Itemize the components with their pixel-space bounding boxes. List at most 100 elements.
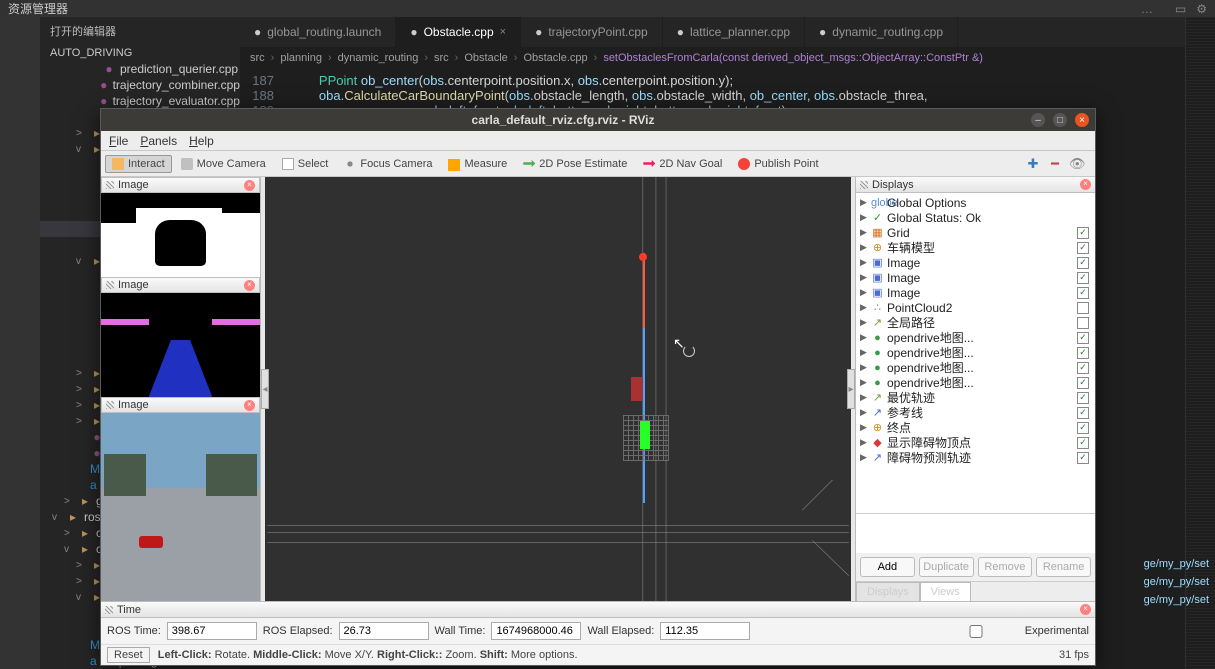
editor-tab[interactable]: ●lattice_planner.cpp [663,17,805,47]
breadcrumb-segment[interactable]: planning [280,52,322,64]
display-visibility-checkbox[interactable]: ✓ [1077,227,1089,239]
tool-add-icon[interactable]: ✚ [1025,156,1041,172]
display-item[interactable]: ▶▣Image✓ [856,270,1095,285]
editor-tab[interactable]: ●Obstacle.cpp× [396,17,521,47]
display-visibility-checkbox[interactable]: ✓ [1077,362,1089,374]
display-visibility-checkbox[interactable]: ✓ [1077,257,1089,269]
display-visibility-checkbox[interactable]: ✓ [1077,287,1089,299]
rviz-titlebar[interactable]: carla_default_rviz.cfg.rviz - RViz – □ × [101,109,1095,131]
rviz-viewport[interactable]: ↖ ◂ ▸ [261,177,855,601]
breadcrumb-segment[interactable]: src [250,52,265,64]
tool-focus-camera[interactable]: Focus Camera [337,155,439,173]
tool-move-camera[interactable]: Move Camera [174,155,273,173]
project-label[interactable]: AUTO_DRIVING [40,45,240,61]
tab-close-icon[interactable]: × [500,26,506,38]
display-type-icon: ▦ [871,226,884,239]
add-button[interactable]: Add [860,557,915,577]
breadcrumb-segment[interactable]: setObstaclesFromCarla(const derived_obje… [603,52,983,64]
display-visibility-checkbox[interactable]: ✓ [1077,347,1089,359]
display-visibility-checkbox[interactable]: ✓ [1077,242,1089,254]
editor-tab[interactable]: ●dynamic_routing.cpp [805,17,958,47]
display-item[interactable]: ▶✓Global Status: Ok [856,210,1095,225]
display-item[interactable]: ▶▣Image✓ [856,285,1095,300]
display-item[interactable]: ▶↗全局路径 [856,315,1095,330]
display-visibility-checkbox[interactable]: ✓ [1077,437,1089,449]
ros-time-input[interactable] [167,622,257,640]
displays-tree[interactable]: ▶globeGlobal Options▶✓Global Status: Ok▶… [856,193,1095,513]
duplicate-button[interactable]: Duplicate [919,557,974,577]
minimize-button[interactable]: – [1031,113,1045,127]
display-visibility-checkbox[interactable]: ✓ [1077,422,1089,434]
editor-tabs[interactable]: ●global_routing.launch●Obstacle.cpp×●tra… [240,17,1185,47]
display-item[interactable]: ▶⊕终点✓ [856,420,1095,435]
editor-tab[interactable]: ●trajectoryPoint.cpp [521,17,663,47]
more-icon[interactable]: … [1141,2,1153,16]
image-view-2[interactable] [101,293,260,397]
display-item[interactable]: ▶●opendrive地图...✓ [856,345,1095,360]
maximize-button[interactable]: □ [1053,113,1067,127]
reset-button[interactable]: Reset [107,647,150,663]
menu-panels[interactable]: Panels [140,134,177,148]
experimental-checkbox[interactable] [931,625,1021,638]
display-item[interactable]: ▶◆显示障碍物顶点✓ [856,435,1095,450]
breadcrumb[interactable]: src›planning›dynamic_routing›src›Obstacl… [240,47,1185,69]
image-panel-2-close[interactable]: × [244,280,255,291]
display-item[interactable]: ▶globeGlobal Options [856,195,1095,210]
image-panel-3-close[interactable]: × [244,400,255,411]
display-item[interactable]: ▶↗最优轨迹✓ [856,390,1095,405]
display-visibility-checkbox[interactable] [1077,317,1089,329]
display-item[interactable]: ▶↗障碍物预测轨迹✓ [856,450,1095,465]
open-editors-label[interactable]: 打开的编辑器 [40,17,240,45]
left-splitter[interactable]: ◂ [261,369,269,409]
tree-item[interactable]: ●trajectory_combiner.cpp [40,77,240,93]
display-item[interactable]: ▶▦Grid✓ [856,225,1095,240]
rename-button[interactable]: Rename [1036,557,1091,577]
remove-button[interactable]: Remove [978,557,1033,577]
breadcrumb-segment[interactable]: Obstacle.cpp [523,52,587,64]
display-visibility-checkbox[interactable]: ✓ [1077,272,1089,284]
display-item[interactable]: ▶●opendrive地图...✓ [856,375,1095,390]
tool-select[interactable]: Select [275,155,336,173]
ros-elapsed-input[interactable] [339,622,429,640]
gear-icon[interactable]: ⚙ [1196,2,1207,16]
tab-displays[interactable]: Displays [856,582,920,601]
breadcrumb-segment[interactable]: src [434,52,449,64]
display-visibility-checkbox[interactable]: ✓ [1077,377,1089,389]
tool-2d-nav[interactable]: 2D Nav Goal [636,155,729,173]
display-item[interactable]: ▶▣Image✓ [856,255,1095,270]
close-button[interactable]: × [1075,113,1089,127]
tool-publish-point[interactable]: Publish Point [731,155,825,173]
editor-tab[interactable]: ●global_routing.launch [240,17,396,47]
menu-file[interactable]: File [109,134,128,148]
tool-interact[interactable]: Interact [105,155,172,173]
split-icon[interactable]: ▭ [1175,2,1186,16]
time-close[interactable]: × [1080,604,1091,615]
display-item[interactable]: ▶●opendrive地图...✓ [856,330,1095,345]
display-visibility-checkbox[interactable]: ✓ [1077,407,1089,419]
tool-eye-icon[interactable]: 👁 [1069,156,1085,172]
tree-item[interactable]: ●prediction_querier.cpp [40,61,240,77]
display-visibility-checkbox[interactable]: ✓ [1077,452,1089,464]
image-view-3[interactable] [101,413,260,601]
right-splitter[interactable]: ▸ [847,369,855,409]
tree-item[interactable]: ●trajectory_evaluator.cpp [40,93,240,109]
display-item[interactable]: ▶●opendrive地图...✓ [856,360,1095,375]
display-visibility-checkbox[interactable] [1077,302,1089,314]
image-view-1[interactable] [101,193,260,277]
tool-2d-pose[interactable]: 2D Pose Estimate [516,155,634,173]
tool-measure[interactable]: Measure [441,153,514,174]
tool-remove-icon[interactable]: ━ [1047,156,1063,172]
displays-close[interactable]: × [1080,179,1091,190]
display-visibility-checkbox[interactable]: ✓ [1077,392,1089,404]
display-item[interactable]: ▶↗参考线✓ [856,405,1095,420]
image-panel-1-close[interactable]: × [244,180,255,191]
display-item[interactable]: ▶∴PointCloud2 [856,300,1095,315]
wall-time-input[interactable] [491,622,581,640]
breadcrumb-segment[interactable]: dynamic_routing [338,52,419,64]
tab-views[interactable]: Views [920,582,971,601]
display-visibility-checkbox[interactable]: ✓ [1077,332,1089,344]
wall-elapsed-input[interactable] [660,622,750,640]
display-item[interactable]: ▶⊕车辆模型✓ [856,240,1095,255]
menu-help[interactable]: Help [189,134,214,148]
breadcrumb-segment[interactable]: Obstacle [464,52,507,64]
